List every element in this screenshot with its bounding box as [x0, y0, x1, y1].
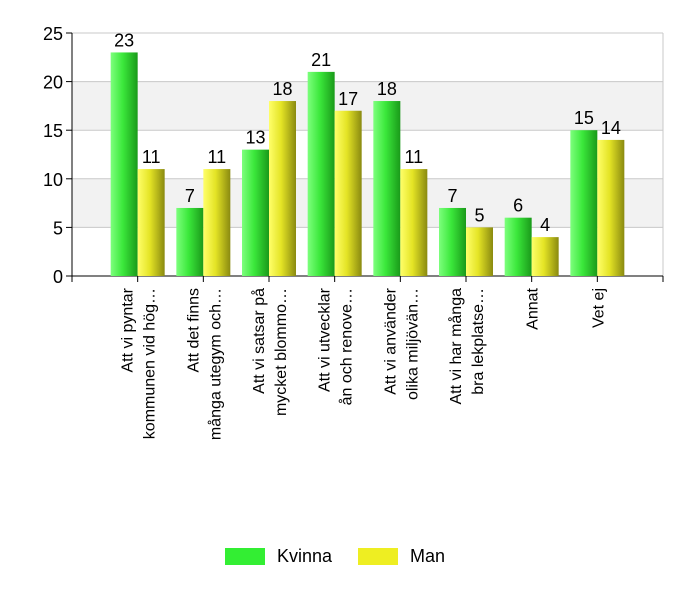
data-label: 5	[474, 205, 484, 225]
x-category-label: Att vi pyntar kommunen vid hög…	[120, 287, 159, 439]
bar-man-0	[137, 169, 165, 276]
bar-man-5	[466, 227, 493, 276]
x-category-label: Annat	[525, 287, 542, 329]
grid-band	[72, 227, 663, 276]
y-tick-label: 5	[53, 218, 63, 238]
x-category-label-line: bra lekplatse…	[470, 288, 487, 395]
x-category-label-line: Annat	[525, 287, 542, 329]
grid-band	[72, 33, 663, 82]
bar-kvinna-5	[439, 207, 466, 276]
legend: Kvinna Man	[225, 546, 445, 567]
grid-band	[72, 81, 663, 131]
x-category-label-line: olika miljövän…	[404, 288, 421, 400]
bar-kvinna-0	[110, 52, 138, 276]
x-category-label-line: många utegym och…	[206, 288, 224, 440]
axes	[66, 32, 664, 282]
x-category-label: Att vi satsar på mycket blommo…	[250, 288, 290, 416]
data-label: 15	[574, 108, 594, 128]
data-label: 7	[447, 186, 457, 206]
data-label: 14	[601, 118, 621, 138]
data-label: 11	[404, 147, 423, 167]
data-label: 18	[272, 79, 292, 99]
y-axis-ticks: 0 5 10 15 20 25	[43, 24, 63, 287]
bar-man-4	[400, 169, 428, 276]
data-label: 11	[207, 147, 226, 167]
bar-kvinna-3	[307, 71, 335, 276]
x-category-label: Att vi använder olika miljövän…	[382, 287, 421, 400]
grid-band	[72, 178, 663, 228]
bar-man-3	[334, 110, 362, 276]
data-label: 6	[513, 196, 523, 216]
data-label: 7	[185, 186, 195, 206]
x-category-label-line: Att vi använder	[382, 287, 399, 394]
legend-label-kvinna: Kvinna	[277, 546, 333, 566]
bar-kvinna-4	[373, 101, 401, 276]
legend-label-man: Man	[410, 546, 446, 566]
x-category-label-line: Att vi utvecklar	[317, 287, 334, 392]
x-category-label-line: Att det finns	[185, 288, 202, 373]
x-category-label-line: Att vi pyntar	[120, 287, 137, 372]
legend-item-man: Man	[358, 546, 445, 567]
x-category-label-line: Vet ej	[590, 288, 607, 328]
x-category-label: Att vi har många bra lekplatse…	[447, 288, 487, 405]
x-category-label-line: kommunen vid hög…	[142, 288, 159, 439]
y-tick-label: 0	[53, 267, 63, 287]
y-tick-label: 10	[43, 170, 63, 190]
x-category-label-line: mycket blommo…	[273, 288, 290, 416]
grid-bands	[72, 33, 663, 276]
x-category-label: Att det finns många utegym och…	[185, 288, 224, 440]
y-tick-label: 15	[43, 121, 63, 141]
x-category-label-line: ån och renove…	[338, 288, 356, 405]
bar-kvinna-6	[504, 217, 532, 276]
x-axis-labels: Att vi pyntar kommunen vid hög… Att det fi…	[120, 287, 608, 440]
data-label: 18	[377, 79, 397, 99]
bar-kvinna-7	[570, 130, 598, 276]
y-tick-label: 20	[43, 73, 63, 93]
bar-man-7	[597, 139, 625, 276]
bar-man-6	[531, 237, 559, 276]
legend-swatch-man	[358, 548, 399, 565]
data-label: 21	[311, 50, 331, 70]
data-label: 13	[245, 128, 265, 148]
bars	[110, 52, 625, 276]
data-label: 4	[540, 215, 550, 235]
bar-man-1	[203, 169, 231, 276]
data-label: 17	[338, 89, 358, 109]
x-category-label-line: Att vi har många	[447, 288, 465, 405]
grid-band	[72, 130, 663, 179]
bar-kvinna-2	[242, 149, 269, 276]
legend-item-kvinna: Kvinna	[225, 546, 332, 567]
bar-man-2	[269, 101, 296, 276]
data-label: 23	[114, 30, 134, 50]
legend-swatch-kvinna	[225, 548, 265, 565]
x-category-label: Vet ej	[590, 288, 607, 328]
x-category-label-line: Att vi satsar på	[250, 288, 268, 394]
y-tick-label: 25	[43, 24, 63, 44]
data-label: 11	[142, 147, 161, 167]
bar-kvinna-1	[176, 207, 204, 276]
x-category-label: Att vi utvecklar ån och renove…	[317, 287, 356, 405]
